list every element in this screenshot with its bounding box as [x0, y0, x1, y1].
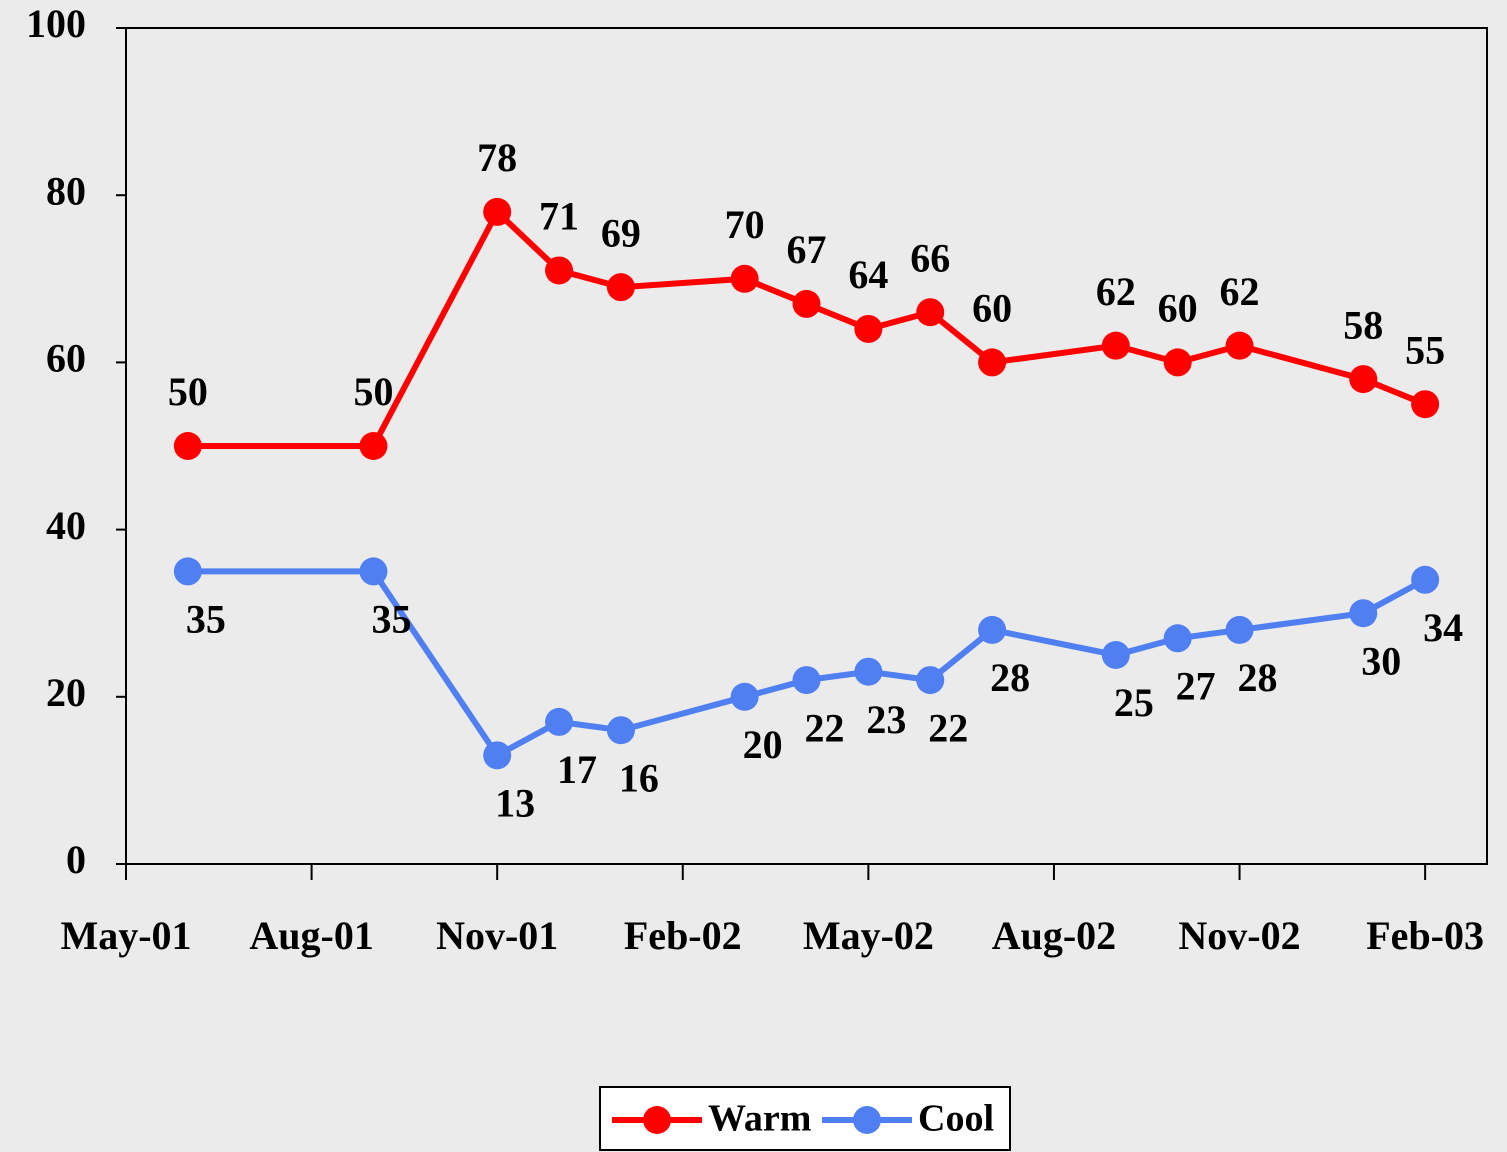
marker: [1225, 615, 1254, 644]
marker: [359, 557, 388, 586]
data-label: 64: [848, 252, 888, 297]
data-label: 20: [743, 722, 783, 767]
y-tick-label: 20: [46, 670, 86, 715]
x-tick-label: Aug-02: [992, 913, 1116, 958]
data-label: 50: [353, 369, 393, 414]
marker: [1349, 365, 1378, 394]
data-label: 35: [186, 597, 226, 642]
marker: [1411, 565, 1440, 594]
data-label: 50: [168, 369, 208, 414]
marker: [792, 666, 821, 695]
marker: [916, 298, 945, 327]
data-label: 67: [787, 227, 827, 272]
data-label: 35: [371, 597, 411, 642]
marker: [173, 557, 202, 586]
y-tick-label: 80: [46, 168, 86, 213]
marker: [1349, 599, 1378, 628]
data-label: 62: [1220, 269, 1260, 314]
marker: [545, 256, 574, 285]
legend: Warm Cool: [599, 1086, 1011, 1151]
y-tick-label: 0: [66, 837, 86, 882]
data-label: 22: [805, 705, 845, 750]
marker: [606, 273, 635, 302]
x-tick-label: Feb-03: [1366, 913, 1484, 958]
marker: [730, 682, 759, 711]
marker: [730, 264, 759, 293]
data-label: 23: [866, 697, 906, 742]
data-label: 60: [1158, 286, 1198, 331]
data-label: 28: [990, 655, 1030, 700]
y-tick-label: 40: [46, 503, 86, 548]
marker: [854, 314, 883, 343]
data-label: 58: [1343, 302, 1383, 347]
marker: [1101, 641, 1130, 669]
marker: [978, 348, 1007, 377]
y-tick-label: 100: [26, 1, 86, 46]
marker: [545, 707, 574, 736]
marker: [854, 657, 883, 686]
x-tick-label: May-02: [803, 913, 934, 958]
data-label: 66: [910, 235, 950, 280]
data-label: 70: [725, 202, 765, 247]
legend-swatch-marker: [853, 1106, 881, 1134]
data-label: 30: [1361, 638, 1401, 683]
marker: [1163, 348, 1192, 377]
marker: [606, 716, 635, 745]
marker: [483, 741, 512, 770]
data-label: 28: [1238, 655, 1278, 700]
data-label: 55: [1405, 327, 1445, 372]
data-label: 69: [601, 210, 641, 255]
data-label: 16: [619, 755, 659, 800]
x-tick-label: May-01: [60, 913, 191, 958]
marker: [792, 289, 821, 318]
marker: [978, 615, 1007, 644]
marker: [1411, 390, 1440, 419]
plot-area: [125, 27, 1488, 865]
legend-label: Warm: [708, 1098, 811, 1140]
data-label: 17: [557, 747, 597, 792]
marker: [916, 666, 945, 695]
data-label: 25: [1114, 680, 1154, 725]
data-label: 62: [1096, 269, 1136, 314]
marker: [1163, 624, 1192, 653]
data-label: 22: [928, 705, 968, 750]
x-tick-label: Nov-01: [436, 913, 558, 958]
x-tick-label: Feb-02: [624, 913, 742, 958]
data-label: 60: [972, 286, 1012, 331]
legend-swatch-marker: [643, 1106, 671, 1134]
marker: [1225, 331, 1254, 360]
marker: [359, 432, 388, 460]
data-label: 78: [477, 135, 517, 180]
marker: [173, 432, 202, 460]
data-label: 71: [539, 194, 579, 239]
data-label: 34: [1423, 605, 1463, 650]
legend-label: Cool: [918, 1098, 994, 1140]
marker: [483, 197, 512, 226]
x-tick-label: Aug-01: [249, 913, 373, 958]
data-label: 13: [495, 780, 535, 825]
y-tick-label: 60: [46, 336, 86, 381]
x-tick-label: Nov-02: [1178, 913, 1300, 958]
marker: [1101, 331, 1130, 360]
data-label: 27: [1176, 663, 1216, 708]
